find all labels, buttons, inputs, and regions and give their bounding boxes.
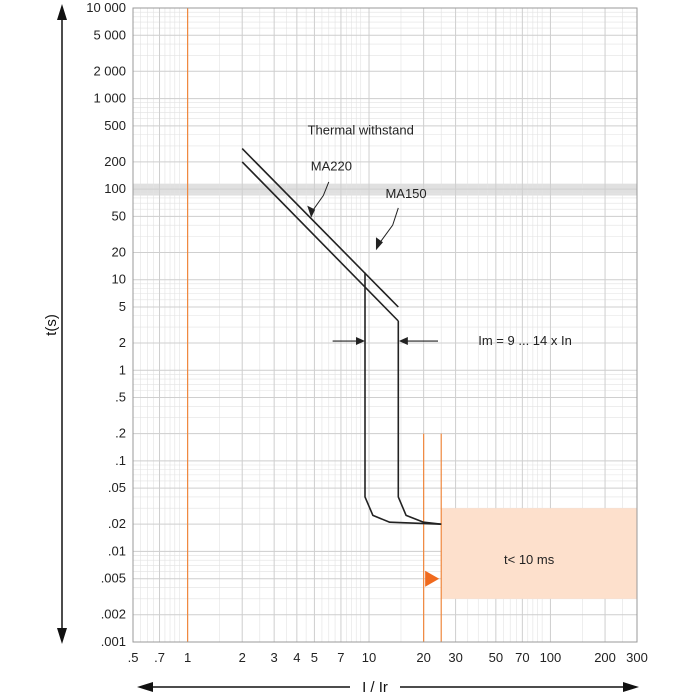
y-tick-label: .005 xyxy=(101,571,126,586)
y-tick-label: .001 xyxy=(101,634,126,649)
annotation-label: Im = 9 ... 14 x In xyxy=(478,333,572,348)
curves xyxy=(241,148,442,525)
curve-series-1 xyxy=(241,161,399,322)
x-tick-label: 70 xyxy=(515,650,529,665)
y-tick-label: .5 xyxy=(115,390,126,405)
x-axis-title-bg xyxy=(350,678,400,696)
x-tick-label: 1 xyxy=(184,650,191,665)
x-tick-labels: .5 .7 1 2 3 4 5 7 10 20 30 50 70 100 200 300 xyxy=(128,650,648,665)
x-tick-label: .5 xyxy=(128,650,139,665)
y-tick-label: 500 xyxy=(104,118,126,133)
y-tick-label: 2 xyxy=(119,335,126,350)
y-tick-label: .02 xyxy=(108,516,126,531)
im-left-arrow-head xyxy=(355,337,365,346)
annotation-label: MA220 xyxy=(311,159,352,174)
x-tick-label: 30 xyxy=(448,650,462,665)
y-axis-title: t(s) xyxy=(43,314,60,336)
y-tick-label: 200 xyxy=(104,154,126,169)
x-tick-label: 100 xyxy=(540,650,562,665)
shaded-region-rect xyxy=(441,508,637,599)
x-axis-arrow-right xyxy=(623,682,639,692)
shaded-region: t< 10 ms xyxy=(441,508,637,599)
x-tick-label: 20 xyxy=(416,650,430,665)
x-tick-label: 300 xyxy=(626,650,648,665)
ma150-leader-arrow xyxy=(375,237,383,251)
annotation-label: Thermal withstand xyxy=(308,123,414,138)
y-axis-arrow-bottom xyxy=(57,628,67,644)
shaded-region-label: t< 10 ms xyxy=(504,552,555,567)
curve-series-2 xyxy=(364,272,442,525)
x-tick-label: 10 xyxy=(362,650,376,665)
y-axis-arrow-top xyxy=(57,4,67,20)
x-tick-label: 7 xyxy=(337,650,344,665)
plot-frame xyxy=(132,7,638,643)
y-tick-label: 1 xyxy=(119,362,126,377)
annotation-label: MA150 xyxy=(385,186,426,201)
y-tick-labels: 10 000 5 000 2 000 1 000 500 200 100 50 20 10 5 2 1.… xyxy=(86,0,126,649)
y-tick-label: 1 000 xyxy=(93,91,126,106)
im-right-arrow-head xyxy=(398,337,408,346)
y-tick-label: 5 xyxy=(119,299,126,314)
x-axis-arrow-left xyxy=(137,682,153,692)
y-tick-label: .2 xyxy=(115,426,126,441)
ma150-leader xyxy=(377,207,399,246)
x-tick-label: 2 xyxy=(239,650,246,665)
x-tick-label: 200 xyxy=(594,650,616,665)
y-tick-label: 20 xyxy=(112,244,126,259)
y-tick-label: .05 xyxy=(108,480,126,495)
y-tick-label: .01 xyxy=(108,543,126,558)
x-tick-label: 4 xyxy=(293,650,300,665)
curve-series-3 xyxy=(397,321,442,525)
y-tick-label: 10 000 xyxy=(86,0,126,15)
y-tick-label: .002 xyxy=(101,607,126,622)
orange-triangle-marker xyxy=(425,570,440,587)
ma220-leader xyxy=(310,181,330,213)
x-axis-title: I / Ir xyxy=(362,679,388,696)
y-tick-label: .1 xyxy=(115,453,126,468)
ma220-leader-arrow xyxy=(307,205,316,218)
annotations: Thermal withstand MA220 MA150 Im = 9 ... 14… xyxy=(307,123,572,348)
y-tick-label: 10 xyxy=(112,272,126,287)
axes: t(s) I / Ir xyxy=(43,4,639,696)
y-tick-label: 50 xyxy=(112,208,126,223)
y-tick-label: 5 000 xyxy=(93,27,126,42)
curve-series-0 xyxy=(241,148,399,308)
y-tick-label: 2 000 xyxy=(93,63,126,78)
x-tick-label: 3 xyxy=(271,650,278,665)
x-tick-label: 5 xyxy=(311,650,318,665)
y-tick-label: 100 xyxy=(104,181,126,196)
x-tick-label: 50 xyxy=(489,650,503,665)
x-tick-label: .7 xyxy=(154,650,165,665)
orange-reference-lines xyxy=(187,8,442,642)
